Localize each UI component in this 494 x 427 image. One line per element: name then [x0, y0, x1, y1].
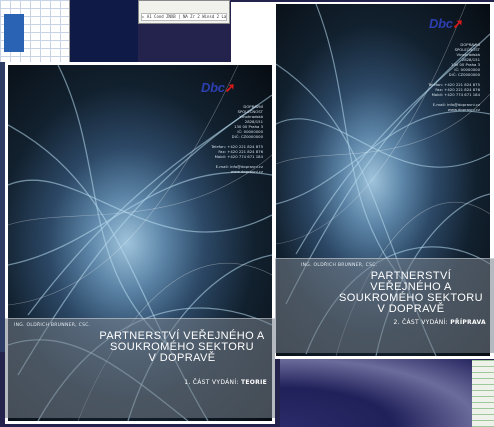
contact-line: DIČ: CZ0000000	[448, 72, 480, 77]
edition-prefix: 2. ČÁST VYDÁNÍ:	[393, 319, 448, 326]
background-left-edge	[0, 62, 6, 352]
contact-line: 130 00 Praha 3	[234, 124, 263, 129]
contact-line: DOPRAVNÍ	[460, 42, 480, 47]
company-logo: Dbc➚	[429, 16, 464, 32]
logo-swoosh-icon: ➚	[452, 16, 464, 31]
contact-block: DOPRAVNÍ SPOLEČNOST Vinohradská 2828/151…	[197, 104, 263, 174]
contact-line: DIČ: CZ0000000	[231, 134, 263, 139]
edition-label: 1. ČÁST VYDÁNÍ: TEORIE	[184, 379, 267, 386]
title-line: PARTNERSTVÍ VEŘEJNÉHO A	[370, 270, 452, 293]
title-line: V DOPRAVĚ	[148, 352, 216, 364]
edition-label: 2. ČÁST VYDÁNÍ: PŘÍPRAVA	[394, 319, 487, 326]
contact-line: 2828/151	[244, 119, 263, 124]
brochure-front: Dbc➚ DOPRAVNÍ SPOLEČNOST Vinohradská 282…	[5, 62, 275, 424]
contact-line: DOPRAVNÍ	[243, 104, 263, 109]
contact-line: IČ: 00000000	[454, 67, 480, 72]
author-name: ING. OLDŘICH BRUNNER, CSC.	[301, 263, 378, 268]
window-strip: ▸ A1 Cond ZNXB | NA Zr 2 Winsd 2 Lasts	[141, 13, 227, 21]
background-navy-scrap	[70, 0, 138, 62]
contact-line: IČ: 00000000	[237, 129, 263, 134]
edition-prefix: 1. ČÁST VYDÁNÍ:	[184, 379, 239, 386]
contact-line: Vinohradská	[239, 114, 263, 119]
background-window-scrap: ▸ A1 Cond ZNXB | NA Zr 2 Winsd 2 Lasts	[138, 0, 230, 24]
title-line: V DOPRAVĚ	[377, 303, 445, 315]
background-spreadsheet-scrap	[0, 0, 70, 62]
contact-line: www.dopravni.cz	[230, 169, 263, 174]
contact-line: E-mail: info@dopravni.cz	[432, 102, 480, 107]
background-green-grid-scrap	[472, 360, 494, 427]
title-line: PARTNERSTVÍ VEŘEJNÉHO A	[99, 330, 265, 342]
edition-name: PŘÍPRAVA	[450, 319, 486, 326]
contact-line: Mobil: +420 774 671 184	[214, 154, 263, 159]
cover-title: PARTNERSTVÍ VEŘEJNÉHO A SOUKROMÉHO SEKTO…	[97, 331, 267, 364]
contact-line: 2828/151	[461, 57, 480, 62]
contact-line: Fax: +420 221 824 876	[218, 149, 263, 154]
contact-line: Telefon: +420 221 824 875	[428, 82, 480, 87]
contact-line: E-mail: info@dopravni.cz	[215, 164, 263, 169]
spreadsheet-bar	[4, 14, 24, 52]
background-curve-scrap	[280, 358, 480, 427]
title-line: SOUKROMÉHO SEKTORU	[339, 292, 483, 304]
contact-line: www.dopravni.cz	[447, 107, 480, 112]
abstract-tangle-art	[8, 65, 272, 421]
contact-line: Fax: +420 221 824 876	[435, 87, 480, 92]
logo-text: Dbc	[201, 80, 225, 95]
green-grid	[472, 360, 494, 427]
edition-name: TEORIE	[240, 379, 267, 386]
contact-block: DOPRAVNÍ SPOLEČNOST Vinohradská 2828/151…	[420, 42, 480, 112]
contact-line: Mobil: +420 774 671 184	[431, 92, 480, 97]
contact-line: Vinohradská	[456, 52, 480, 57]
title-line: SOUKROMÉHO SEKTORU	[110, 341, 254, 353]
contact-line: SPOLEČNOST	[454, 47, 480, 52]
company-logo: Dbc➚	[201, 80, 236, 96]
cover-title: PARTNERSTVÍ VEŘEJNÉHO A SOUKROMÉHO SEKTO…	[336, 271, 486, 315]
logo-text: Dbc	[429, 16, 453, 31]
logo-swoosh-icon: ➚	[224, 80, 236, 95]
contact-line: 130 00 Praha 3	[451, 62, 480, 67]
contact-line: Telefon: +420 221 824 875	[211, 144, 263, 149]
title-band: ING. OLDŘICH BRUNNER, CSC. PARTNERSTVÍ V…	[5, 318, 275, 418]
contact-line: SPOLEČNOST	[237, 109, 263, 114]
author-name: ING. OLDŘICH BRUNNER, CSC.	[14, 323, 91, 328]
